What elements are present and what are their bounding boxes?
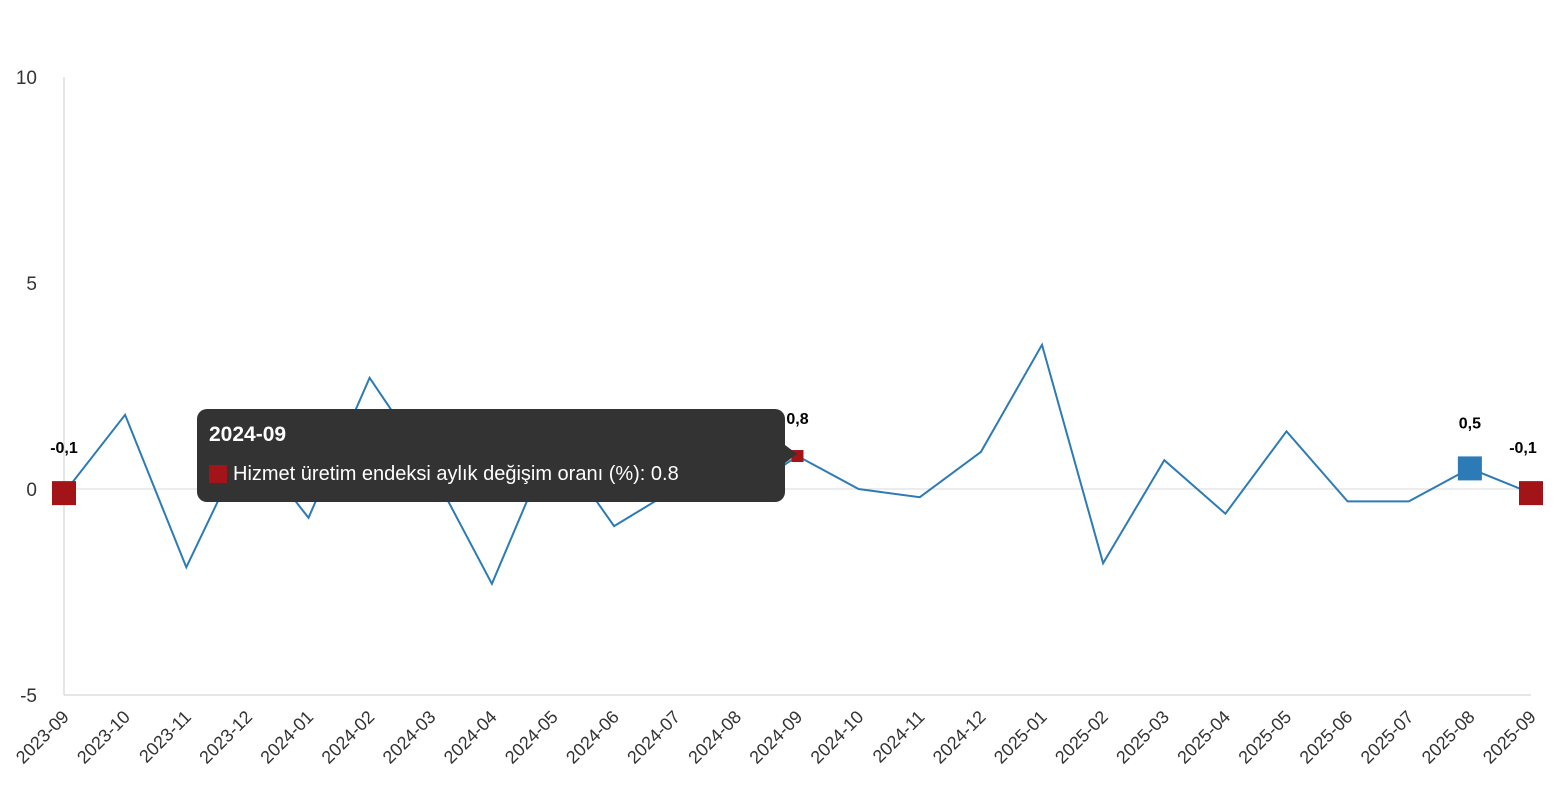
x-tick-label: 2025-08 [1418, 707, 1479, 768]
tooltip-swatch [209, 465, 227, 483]
marker-highlight [1457, 456, 1482, 481]
x-tick-label: 2025-09 [1479, 707, 1540, 768]
x-tick-label: 2025-02 [1051, 707, 1112, 768]
marker-last [1519, 481, 1543, 506]
x-tick-label: 2024-09 [745, 707, 806, 768]
chart-tooltip: 2024-09 Hizmet üretim endeksi aylık deği… [197, 409, 797, 502]
x-tick-label: 2024-11 [869, 707, 929, 767]
x-tick-label: 2024-10 [807, 707, 868, 768]
data-label: -0,1 [50, 440, 78, 457]
x-tick-label: 2023-11 [135, 707, 195, 767]
x-tick-label: 2025-03 [1112, 707, 1173, 768]
data-label: 0,5 [1459, 415, 1481, 432]
y-axis-ticks: 10 5 0 -5 [16, 68, 37, 707]
x-tick-label: 2025-05 [1234, 707, 1295, 768]
marker-first [52, 481, 76, 506]
x-tick-label: 2025-06 [1296, 707, 1357, 768]
x-tick-label: 2024-03 [379, 707, 440, 768]
tooltip-row: Hizmet üretim endeksi aylık değişim oran… [209, 462, 773, 486]
x-tick-label: 2024-04 [440, 707, 501, 768]
y-tick-label: 5 [26, 274, 37, 295]
chart-axes [63, 77, 1531, 696]
x-tick-label: 2025-01 [990, 707, 1051, 768]
x-tick-label: 2024-01 [256, 707, 317, 768]
markers-group [52, 450, 1543, 506]
y-tick-label: 0 [26, 480, 37, 501]
y-tick-label: -5 [20, 686, 37, 707]
x-tick-label: 2024-08 [684, 707, 745, 768]
tooltip-title: 2024-09 [209, 423, 287, 446]
x-tick-label: 2023-09 [12, 707, 73, 768]
x-tick-label: 2024-07 [623, 707, 684, 768]
x-tick-label: 2025-04 [1173, 707, 1234, 768]
x-tick-label: 2023-12 [195, 707, 256, 768]
tooltip-text: Hizmet üretim endeksi aylık değişim oran… [233, 463, 679, 485]
x-tick-label: 2024-02 [318, 707, 379, 768]
x-axis-ticks: 2023-09 2023-10 2023-11 2023-12 2024-01 2024-… [12, 707, 1540, 768]
x-tick-label: 2023-10 [73, 707, 134, 768]
x-tick-label: 2024-05 [501, 707, 562, 768]
x-tick-label: 2025-07 [1357, 707, 1418, 768]
y-tick-label: 10 [16, 68, 37, 89]
data-label: 0,8 [786, 411, 808, 428]
data-label: -0,1 [1509, 440, 1537, 457]
x-tick-label: 2024-06 [562, 707, 623, 768]
x-tick-label: 2024-12 [929, 707, 990, 768]
data-labels-group: -0,1 0,8 0,5 -0,1 [50, 411, 1537, 457]
